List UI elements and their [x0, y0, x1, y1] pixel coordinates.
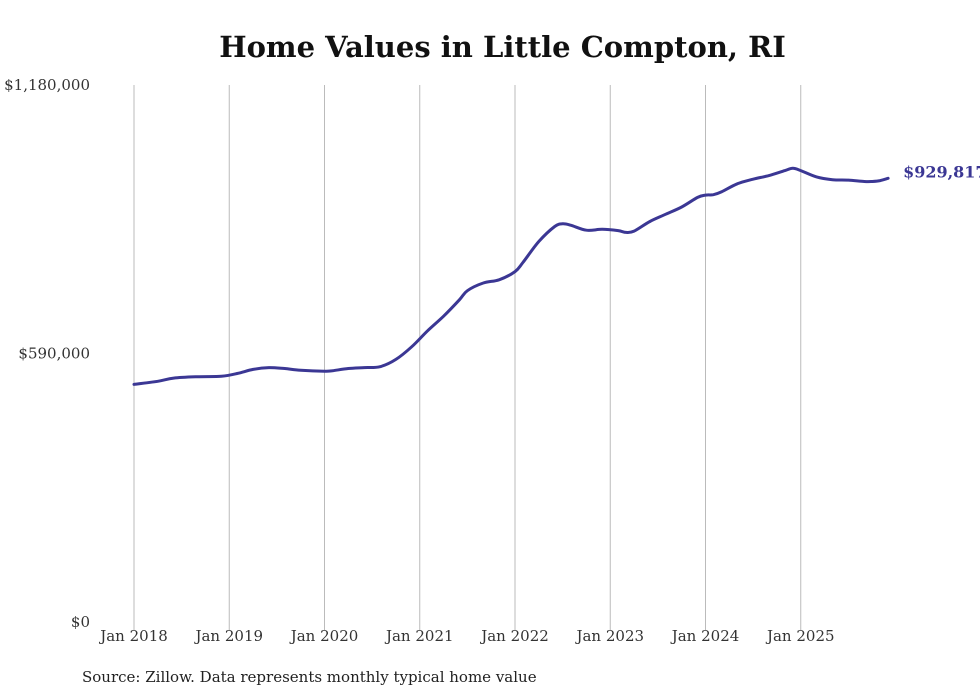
- y-tick-label: $590,000: [18, 345, 90, 363]
- series-line: [132, 166, 890, 386]
- gridlines: [133, 85, 802, 630]
- x-tick-label: Jan 2025: [765, 627, 835, 645]
- x-tick-label: Jan 2022: [479, 627, 549, 645]
- x-tick-label: Jan 2023: [574, 627, 644, 645]
- y-axis-ticks: $0 $590,000 $1,180,000: [4, 76, 90, 631]
- source-note: Source: Zillow. Data represents monthly …: [82, 668, 537, 686]
- y-tick-label: $1,180,000: [4, 76, 90, 94]
- x-tick-label: Jan 2020: [289, 627, 359, 645]
- chart-title: Home Values in Little Compton, RI: [219, 30, 786, 64]
- data-labels: $929,817: [903, 162, 980, 181]
- x-tick-label: Jan 2019: [193, 627, 263, 645]
- series-group: [132, 166, 890, 386]
- end-value-label: $929,817: [903, 162, 980, 181]
- x-tick-label: Jan 2021: [384, 627, 454, 645]
- x-tick-label: Jan 2024: [670, 627, 740, 645]
- x-axis-ticks: Jan 2018 Jan 2019 Jan 2020 Jan 2021 Jan 2022…: [98, 627, 834, 645]
- x-tick-label: Jan 2018: [98, 627, 168, 645]
- y-tick-label: $0: [71, 613, 90, 631]
